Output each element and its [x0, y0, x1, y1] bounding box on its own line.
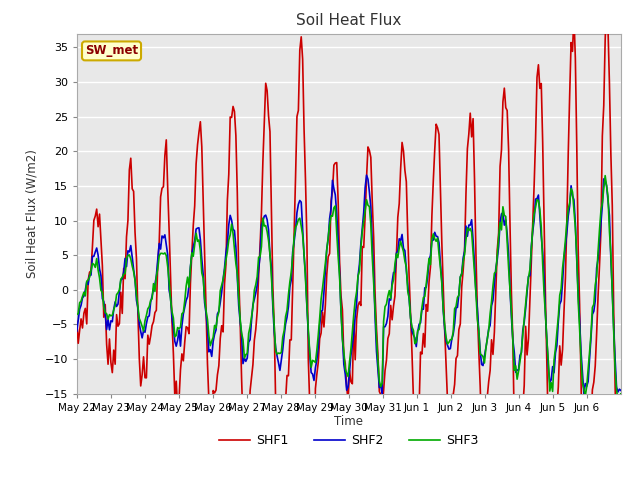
- SHF2: [462, 223, 470, 229]
- Y-axis label: Soil Heat Flux (W/m2): Soil Heat Flux (W/m2): [26, 149, 39, 278]
- SHF3: [108, 312, 116, 318]
- SHF3: [602, 173, 609, 179]
- SHF2: [73, 328, 81, 334]
- SHF3: [614, 397, 622, 403]
- SHF2: [108, 319, 116, 324]
- SHF1: [108, 370, 116, 375]
- Legend: SHF1, SHF2, SHF3: SHF1, SHF2, SHF3: [214, 429, 484, 452]
- Line: SHF3: SHF3: [77, 176, 621, 401]
- SHF2: [580, 391, 588, 396]
- Line: SHF2: SHF2: [77, 175, 621, 394]
- X-axis label: Time: Time: [334, 415, 364, 429]
- Line: SHF1: SHF1: [77, 0, 621, 480]
- SHF2: [617, 387, 625, 393]
- SHF1: [353, 316, 360, 322]
- SHF3: [73, 312, 81, 317]
- SHF2: [543, 338, 551, 344]
- SHF2: [363, 172, 371, 178]
- SHF1: [603, 0, 611, 1]
- SHF2: [616, 386, 623, 392]
- SHF1: [541, 298, 549, 304]
- SHF2: [92, 249, 99, 255]
- SHF1: [73, 319, 81, 324]
- SHF3: [461, 252, 468, 257]
- SHF3: [541, 312, 549, 318]
- SHF3: [353, 289, 360, 295]
- Text: SW_met: SW_met: [85, 44, 138, 58]
- SHF3: [92, 264, 99, 270]
- Title: Soil Heat Flux: Soil Heat Flux: [296, 13, 401, 28]
- SHF1: [461, 248, 468, 253]
- SHF2: [353, 300, 360, 306]
- SHF3: [617, 391, 625, 397]
- SHF1: [92, 213, 99, 219]
- SHF3: [616, 398, 623, 404]
